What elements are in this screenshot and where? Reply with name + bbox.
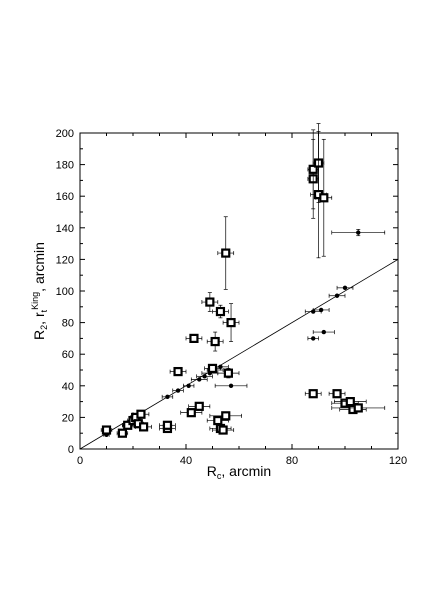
data-point	[331, 229, 386, 237]
x-tick-label: 120	[389, 455, 407, 467]
data-point	[328, 389, 346, 399]
data-point	[217, 216, 235, 290]
square-marker	[207, 363, 218, 374]
x-tick-label: 40	[180, 455, 192, 467]
circle-marker	[202, 374, 207, 379]
square-marker	[101, 425, 112, 435]
square-marker	[189, 333, 199, 343]
data-point	[312, 307, 330, 313]
data-point	[190, 377, 208, 382]
data-point	[188, 401, 211, 411]
data-marks	[100, 123, 386, 438]
square-marker	[332, 389, 342, 399]
square-marker	[308, 164, 318, 174]
square-marker	[210, 336, 220, 347]
data-point	[201, 292, 219, 312]
data-point	[183, 383, 195, 388]
circle-marker	[321, 329, 326, 335]
square-marker	[215, 306, 226, 317]
plot-area	[79, 123, 399, 450]
circle-marker	[186, 383, 191, 388]
data-point	[307, 336, 319, 341]
data-point	[135, 422, 152, 432]
y-tick-label: 120	[56, 254, 74, 266]
circle-marker	[318, 307, 324, 313]
tick-labels: 0 40 80 120 0 20 40 60 80 100 120 140 160 180 200	[56, 128, 408, 467]
data-point	[206, 331, 224, 352]
data-point	[331, 398, 359, 408]
square-marker	[319, 193, 329, 203]
data-point	[312, 329, 335, 335]
y-tick-label: 60	[62, 349, 74, 361]
data-point	[212, 425, 235, 435]
data-point	[204, 363, 221, 374]
series-square	[100, 123, 386, 438]
data-point	[116, 428, 129, 438]
circle-marker	[342, 285, 348, 291]
data-point	[196, 374, 213, 379]
data-point	[334, 397, 367, 407]
y-tick-label: 160	[56, 191, 74, 203]
data-point	[328, 293, 346, 298]
square-marker	[345, 397, 355, 407]
square-marker	[205, 297, 215, 307]
data-point	[212, 304, 229, 319]
data-point	[161, 394, 174, 400]
data-point	[100, 425, 113, 435]
square-marker	[139, 422, 149, 432]
y-tick-label: 40	[62, 381, 74, 393]
circle-marker	[356, 230, 361, 235]
data-point	[169, 366, 187, 377]
circle-marker	[311, 336, 316, 341]
data-point	[217, 368, 240, 379]
square-marker	[308, 389, 318, 399]
y-tick-label: 0	[68, 444, 74, 456]
data-point	[209, 411, 242, 421]
y-tick-label: 140	[56, 223, 74, 235]
square-marker	[117, 428, 128, 438]
data-point	[214, 383, 248, 388]
circle-marker	[334, 293, 340, 298]
data-point	[315, 138, 333, 257]
square-marker	[226, 318, 236, 328]
data-point	[185, 333, 203, 343]
circle-marker	[197, 377, 202, 382]
y-tick-label: 200	[56, 128, 74, 140]
y-tick-label: 80	[62, 318, 74, 330]
y-tick-label: 100	[56, 286, 74, 298]
x-axis-title: Rc, arcmin	[207, 463, 271, 481]
square-marker	[221, 248, 231, 258]
data-point	[159, 420, 176, 430]
y-axis-title: R2, rtKing, arcmin	[30, 242, 49, 340]
data-point	[180, 408, 203, 418]
square-marker	[194, 401, 204, 411]
square-marker	[173, 366, 183, 377]
y-tick-label: 20	[62, 412, 74, 424]
x-tick-label: 80	[286, 455, 298, 467]
circle-marker	[175, 388, 181, 393]
square-marker	[213, 415, 223, 426]
square-marker	[353, 403, 363, 413]
square-marker	[221, 411, 231, 421]
data-point	[222, 303, 240, 342]
data-point	[172, 388, 184, 393]
square-marker	[223, 368, 233, 378]
x-tick-label: 0	[77, 455, 83, 467]
circle-marker	[165, 394, 170, 400]
square-marker	[162, 420, 173, 430]
y-tick-label: 180	[56, 160, 74, 172]
data-point	[132, 409, 150, 419]
data-point	[304, 389, 322, 399]
square-marker	[218, 425, 228, 435]
circle-marker	[228, 383, 234, 388]
data-point	[336, 285, 354, 291]
square-marker	[186, 408, 196, 418]
data-point	[331, 403, 386, 413]
square-marker	[136, 409, 146, 419]
